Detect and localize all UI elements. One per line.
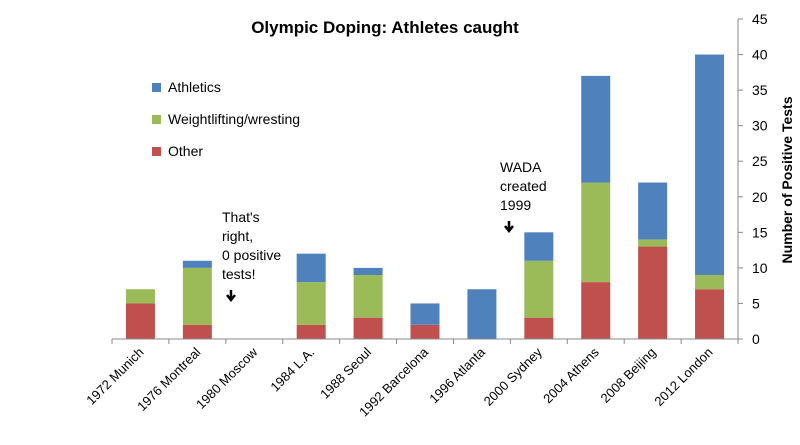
bar-segment — [296, 324, 326, 339]
y-tick-label: 5 — [752, 295, 760, 311]
bar-segment — [638, 239, 668, 247]
legend-swatch — [152, 115, 161, 124]
bar-segment — [524, 232, 554, 261]
annotation-text: created — [500, 178, 547, 194]
y-tick-label: 40 — [752, 47, 768, 63]
bar-segment — [182, 260, 212, 268]
y-axis-title: Number of Positive Tests — [779, 96, 795, 263]
bar-segment — [125, 303, 155, 339]
bar-segment — [638, 246, 668, 339]
x-tick-label: 1980 Moscow — [193, 344, 261, 412]
bar-segment — [182, 324, 212, 339]
y-tick-label: 25 — [752, 153, 768, 169]
bar-segment — [581, 75, 611, 183]
bar-segment — [353, 267, 383, 275]
x-tick-label: 1996 Atlanta — [426, 344, 488, 406]
chart-title: Olympic Doping: Athletes caught — [251, 18, 519, 37]
down-arrow-icon — [226, 290, 236, 303]
y-tick-label: 20 — [752, 189, 768, 205]
y-tick-label: 35 — [752, 82, 768, 98]
bar-segment — [524, 260, 554, 318]
y-tick-label: 15 — [752, 224, 768, 240]
bar-segment — [182, 267, 212, 325]
y-tick-label: 45 — [752, 11, 768, 27]
x-tick-label: 2004 Athens — [540, 344, 602, 406]
bar-segment — [695, 54, 725, 275]
bar-segment — [581, 282, 611, 339]
y-tick-label: 10 — [752, 260, 768, 276]
bar-segment — [524, 317, 554, 339]
bar-segment — [125, 289, 155, 304]
x-tick-label: 2008 Beijing — [598, 345, 659, 406]
x-tick-label: 2012 London — [651, 345, 715, 409]
annotation-text: tests! — [222, 266, 255, 282]
bar-segment — [695, 289, 725, 339]
bar-segment — [353, 275, 383, 318]
legend-swatch — [152, 83, 161, 92]
annotation-text: 0 positive — [222, 247, 281, 263]
bar-segment — [353, 317, 383, 339]
y-tick-label: 0 — [752, 331, 760, 347]
x-tick-label: 1984 L.A. — [267, 345, 317, 395]
annotation-text: 1999 — [500, 197, 531, 213]
annotation-text: That's — [222, 209, 260, 225]
down-arrow-icon — [504, 221, 514, 234]
annotation-text: WADA — [500, 159, 542, 175]
bar-segment — [638, 182, 668, 240]
x-tick-label: 1988 Seoul — [317, 344, 374, 401]
bar-segment — [296, 282, 326, 325]
legend-swatch — [152, 147, 161, 156]
bar-segment — [467, 289, 497, 339]
bar-segment — [410, 303, 440, 325]
x-tick-label: 1972 Munich — [83, 345, 146, 408]
y-tick-label: 30 — [752, 118, 768, 134]
legend-label: Athletics — [168, 79, 221, 95]
legend-label: Other — [168, 143, 203, 159]
bar-segment — [410, 324, 440, 339]
bar-segment — [296, 253, 326, 283]
bar-segment — [695, 275, 725, 290]
bar-segment — [581, 182, 611, 283]
legend-label: Weightlifting/wresting — [168, 111, 300, 127]
annotation-text: right, — [222, 228, 253, 244]
x-tick-label: 2000 Sydney — [481, 344, 546, 409]
